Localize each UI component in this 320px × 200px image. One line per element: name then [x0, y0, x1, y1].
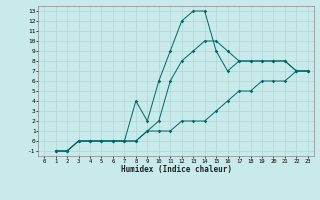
X-axis label: Humidex (Indice chaleur): Humidex (Indice chaleur) — [121, 165, 231, 174]
